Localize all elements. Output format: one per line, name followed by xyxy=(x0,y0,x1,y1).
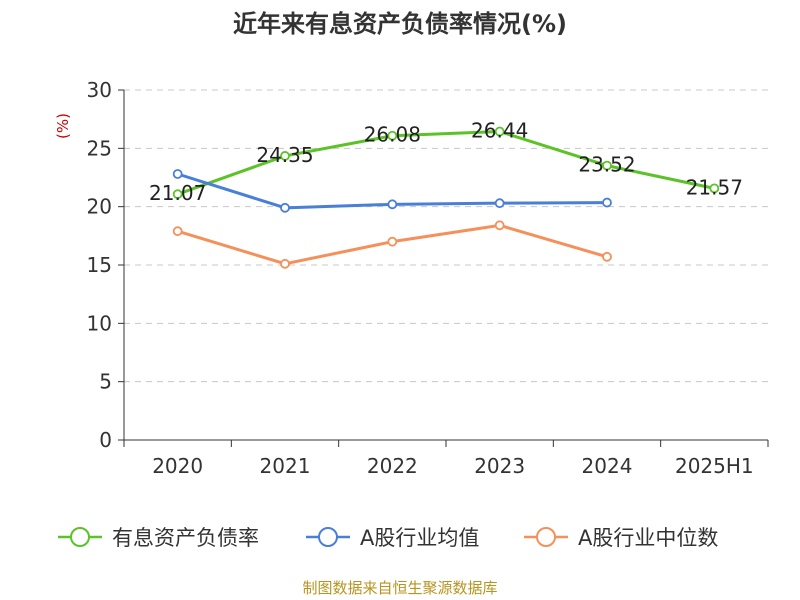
legend: 有息资产负债率 A股行业均值 A股行业中位数 xyxy=(58,526,718,550)
data-point xyxy=(280,202,290,213)
x-tick-label: 2022 xyxy=(367,454,418,478)
data-label: 21.07 xyxy=(149,181,206,205)
data-point xyxy=(172,169,183,179)
legend-label: A股行业中位数 xyxy=(578,526,718,550)
y-axis-unit-label: (%) xyxy=(54,113,72,139)
axes: 0 5 10 15 20 25 30 2020 2021 2022 2023 2024 2025H1 xyxy=(87,78,769,478)
legend-marker xyxy=(70,527,90,547)
y-tick-label: 0 xyxy=(99,428,112,452)
data-point xyxy=(494,198,505,209)
chart-title: 近年来有息资产负债率情况(%) xyxy=(233,10,567,38)
data-point xyxy=(387,130,398,141)
data-label: 26.08 xyxy=(364,123,421,147)
legend-marker xyxy=(318,527,338,547)
data-label: 26.44 xyxy=(471,119,528,143)
data-label: 24.35 xyxy=(256,143,313,167)
data-point xyxy=(494,126,505,137)
data-point xyxy=(602,160,612,171)
x-tick-label: 2023 xyxy=(474,454,525,478)
data-point xyxy=(387,236,398,247)
series-line xyxy=(177,130,715,196)
grid-lines xyxy=(124,89,768,383)
y-tick-label: 25 xyxy=(87,136,112,160)
data-point xyxy=(602,197,612,208)
y-tick-label: 20 xyxy=(87,195,112,219)
y-tick-label: 30 xyxy=(87,78,112,102)
data-point xyxy=(172,189,183,200)
data-label: 23.52 xyxy=(578,153,635,177)
y-tick-label: 5 xyxy=(99,370,112,394)
legend-label: A股行业均值 xyxy=(360,526,479,550)
data-labels: 21.07 24.35 26.08 26.44 23.52 21.57 xyxy=(149,119,743,206)
data-point xyxy=(387,199,398,210)
data-point xyxy=(172,226,183,237)
x-tick-label: 2024 xyxy=(582,454,633,478)
data-point xyxy=(494,220,505,231)
data-label: 21.57 xyxy=(686,175,743,199)
y-tick-label: 15 xyxy=(87,253,112,277)
data-point xyxy=(602,251,612,262)
y-tick-label: 10 xyxy=(87,311,112,335)
legend-marker xyxy=(536,527,556,547)
series-lines xyxy=(172,126,720,269)
data-point xyxy=(709,183,720,194)
data-point xyxy=(280,151,290,161)
data-point xyxy=(280,258,290,269)
legend-label: 有息资产负债率 xyxy=(112,526,259,550)
x-tick-label: 2025H1 xyxy=(675,454,754,478)
x-tick-label: 2020 xyxy=(152,454,203,478)
x-tick-label: 2021 xyxy=(260,454,311,478)
source-note: 制图数据来自恒生聚源数据库 xyxy=(302,579,497,597)
